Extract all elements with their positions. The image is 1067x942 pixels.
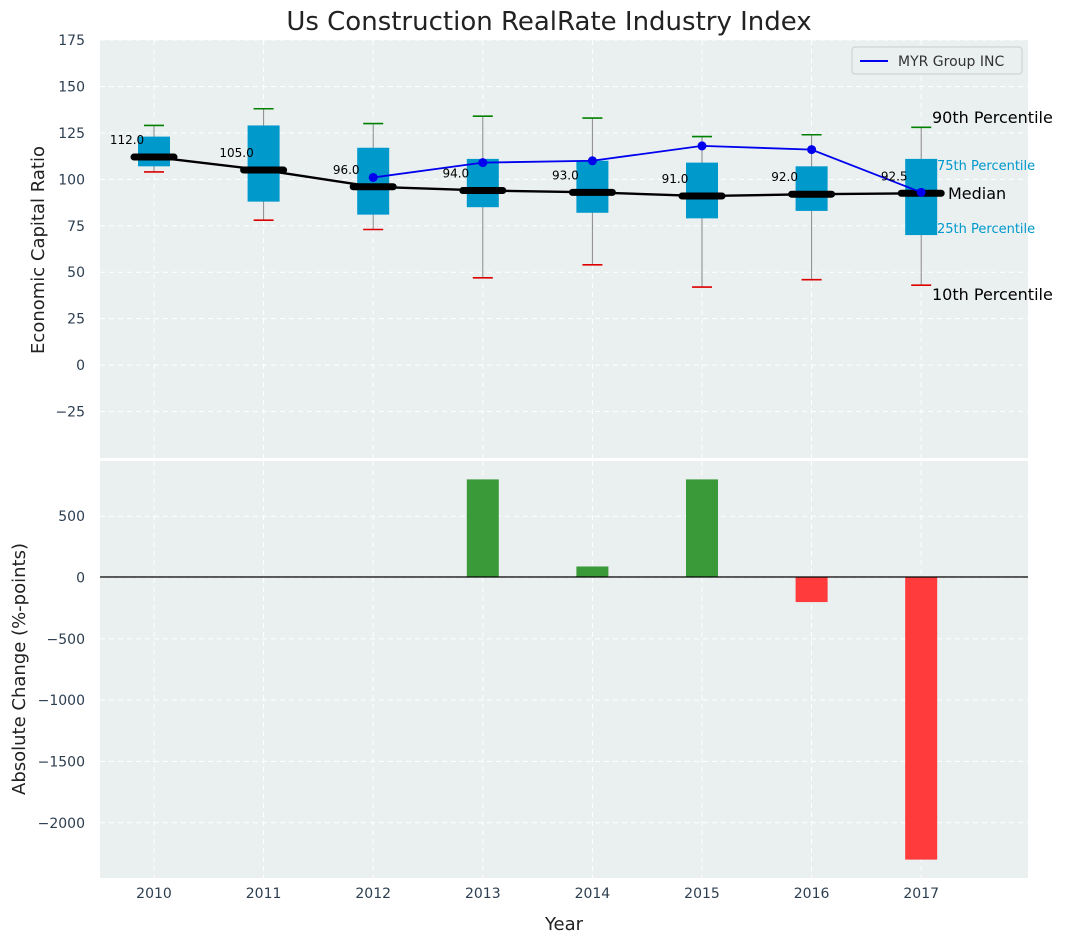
median-label-2016: 92.0 [771, 170, 798, 184]
bottom-y-tick: 0 [76, 571, 85, 587]
top-y-tick: 150 [58, 79, 85, 95]
top-y-tick: −25 [55, 405, 85, 421]
x-tick-2010: 2010 [136, 886, 172, 902]
change-bars [466, 479, 938, 860]
company-point-2017 [916, 187, 926, 197]
iqr-box-2014 [576, 160, 609, 213]
top-plot-area [100, 40, 1028, 458]
top-y-tick: 25 [67, 312, 85, 328]
annotation-p25: 25th Percentile [937, 222, 1035, 237]
box-2016 [795, 133, 828, 281]
x-axis-label: Year [544, 914, 584, 935]
median-label-2013: 94.0 [442, 166, 469, 180]
bar-2013 [466, 479, 499, 578]
bar-2016 [795, 577, 828, 603]
iqr-box-2015 [686, 162, 718, 219]
x-tick-2013: 2013 [465, 886, 501, 902]
bar-2014 [576, 566, 609, 578]
legend: MYR Group INC [851, 46, 1023, 75]
bottom-plot-area [100, 461, 1028, 878]
iqr-box-2017 [905, 158, 938, 236]
percentile-annotations: 90th Percentile 75th Percentile Median 2… [932, 108, 1053, 304]
top-y-tick: 175 [58, 33, 85, 49]
bottom-y-axis-label: Absolute Change (%-points) [9, 543, 30, 795]
annotation-p10: 10th Percentile [932, 285, 1053, 304]
bottom-y-tick: −1000 [38, 693, 85, 709]
top-y-tick: 75 [67, 219, 85, 235]
company-point-2014 [587, 156, 597, 166]
iqr-box-2011 [247, 125, 280, 202]
bottom-y-tick-labels: −2000 −1500 −1000 −500 0 500 [38, 509, 85, 832]
bottom-y-tick: −2000 [38, 816, 85, 832]
median-label-2011: 105.0 [219, 146, 253, 160]
chart-title: Us Construction RealRate Industry Index [286, 7, 811, 37]
top-y-axis-label: Economic Capital Ratio [28, 146, 49, 354]
top-y-tick: 0 [76, 358, 85, 374]
x-tick-2011: 2011 [246, 886, 282, 902]
x-tick-2017: 2017 [903, 886, 939, 902]
box-2015 [686, 135, 718, 288]
median-value-labels: 112.0 105.0 96.0 94.0 93.0 91.0 92.0 92.5 [110, 133, 908, 186]
median-trend [130, 153, 945, 200]
box-2010 [138, 124, 170, 173]
x-tick-2016: 2016 [794, 886, 830, 902]
top-y-tick: 50 [67, 265, 85, 281]
iqr-box-2016 [795, 166, 828, 211]
bar-2017 [905, 577, 938, 860]
median-label-2010: 112.0 [110, 133, 144, 147]
legend-box [851, 46, 1023, 75]
box-2017 [905, 126, 938, 287]
bottom-y-tick: 500 [58, 509, 85, 525]
iqr-box-2010 [138, 136, 170, 167]
x-tick-2012: 2012 [355, 886, 391, 902]
annotation-median: Median [948, 184, 1006, 203]
company-point-2016 [807, 145, 817, 155]
box-2011 [247, 107, 280, 222]
median-label-2012: 96.0 [333, 163, 360, 177]
annotation-p75: 75th Percentile [937, 159, 1035, 174]
company-line-path [373, 144, 922, 194]
top-y-tick: 100 [58, 172, 85, 188]
x-tick-labels: 2010 2011 2012 2013 2014 2015 2016 2017 [136, 886, 939, 902]
bottom-y-tick: −500 [47, 632, 85, 648]
box-plots [138, 107, 938, 288]
x-tick-2015: 2015 [684, 886, 720, 902]
median-label-2014: 93.0 [552, 168, 579, 182]
top-y-tick-labels: −25 0 25 50 75 100 125 150 175 [55, 33, 85, 421]
median-label-2017: 92.5 [881, 169, 908, 183]
box-2014 [576, 117, 609, 266]
top-y-tick: 125 [58, 126, 85, 142]
median-label-2015: 91.0 [662, 172, 689, 186]
x-tick-2014: 2014 [575, 886, 611, 902]
company-series [368, 141, 926, 197]
bar-2015 [686, 479, 718, 578]
company-point-2015 [697, 141, 707, 151]
legend-label: MYR Group INC [898, 54, 1004, 70]
annotation-p90: 90th Percentile [932, 108, 1053, 127]
bottom-y-tick: −1500 [38, 754, 85, 770]
company-point-2012 [368, 172, 378, 182]
company-point-2013 [478, 158, 488, 168]
